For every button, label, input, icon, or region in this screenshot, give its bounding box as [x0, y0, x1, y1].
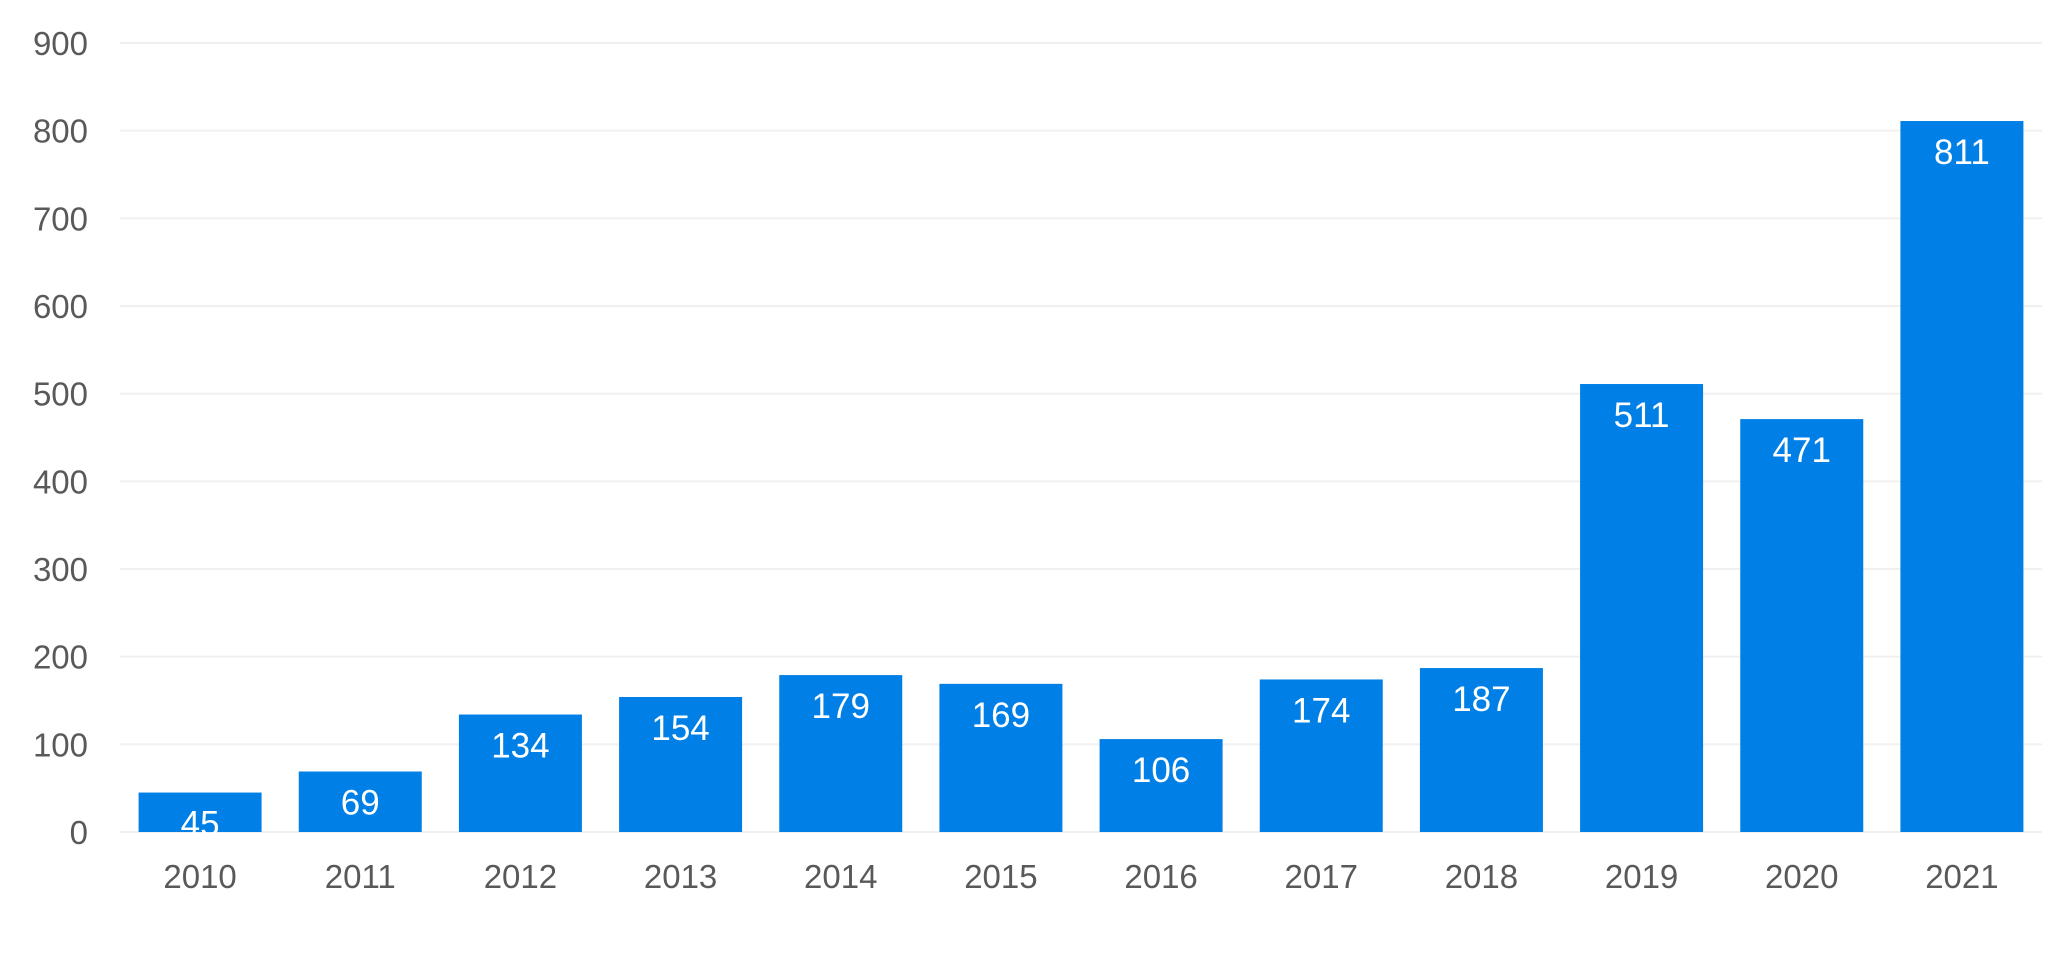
- data-label-2013: 154: [651, 709, 709, 748]
- bar-2018: [1419, 668, 1543, 832]
- x-tick-label-2013: 2013: [644, 858, 717, 895]
- bar-2016: [1099, 739, 1223, 832]
- y-tick-label: 0: [70, 814, 88, 851]
- data-label-2016: 106: [1132, 751, 1190, 790]
- data-label-2012: 134: [491, 727, 549, 766]
- y-tick-label: 300: [33, 551, 88, 588]
- y-tick-label: 800: [33, 113, 88, 150]
- y-tick-label: 500: [33, 376, 88, 413]
- y-axis-tick-labels: 0 100 200 300 400 500 600 700 800 900: [33, 25, 88, 851]
- x-tick-label-2021: 2021: [1925, 858, 1998, 895]
- bar-2011: [298, 771, 422, 832]
- data-label-2019: 511: [1614, 396, 1670, 435]
- gridlines: [120, 42, 2042, 833]
- x-tick-label-2018: 2018: [1445, 858, 1518, 895]
- bar-2015: [939, 683, 1063, 832]
- y-tick-label: 700: [33, 200, 88, 237]
- data-label-2015: 169: [972, 696, 1030, 735]
- bar-2010: [138, 792, 262, 832]
- x-tick-label-2019: 2019: [1605, 858, 1678, 895]
- x-tick-label-2020: 2020: [1765, 858, 1838, 895]
- x-tick-label-2015: 2015: [964, 858, 1037, 895]
- x-axis-tick-labels: 2010 2011 2012 2013 2014 2015 2016 2017 2018 2019…: [163, 858, 1998, 895]
- data-label-2018: 187: [1452, 680, 1510, 719]
- data-label-2011: 69: [341, 784, 380, 823]
- y-tick-label: 100: [33, 726, 88, 763]
- data-label-2014: 179: [812, 687, 870, 726]
- bars: 45 69 134 154 179 169 106 174 187 511 471 811: [138, 121, 2024, 844]
- x-tick-label-2014: 2014: [804, 858, 877, 895]
- bar-2017: [1259, 679, 1383, 832]
- data-label-2010: 45: [181, 805, 220, 844]
- x-tick-label-2017: 2017: [1285, 858, 1358, 895]
- x-tick-label-2010: 2010: [163, 858, 236, 895]
- bar-2019: [1580, 384, 1704, 832]
- data-label-2017: 174: [1292, 691, 1350, 730]
- data-label-2020: 471: [1773, 431, 1831, 470]
- y-tick-label: 600: [33, 288, 88, 325]
- x-tick-label-2011: 2011: [325, 858, 396, 895]
- bar-2021: [1900, 121, 2024, 833]
- bar-2012: [458, 714, 582, 832]
- y-tick-label: 200: [33, 639, 88, 676]
- bar-2014: [779, 675, 903, 832]
- x-tick-label-2016: 2016: [1124, 858, 1197, 895]
- y-tick-label: 400: [33, 463, 88, 500]
- y-tick-label: 900: [33, 25, 88, 62]
- x-tick-label-2012: 2012: [484, 858, 557, 895]
- bar-2020: [1740, 419, 1864, 832]
- bar-2013: [619, 696, 743, 832]
- data-label-2021: 811: [1934, 133, 1990, 172]
